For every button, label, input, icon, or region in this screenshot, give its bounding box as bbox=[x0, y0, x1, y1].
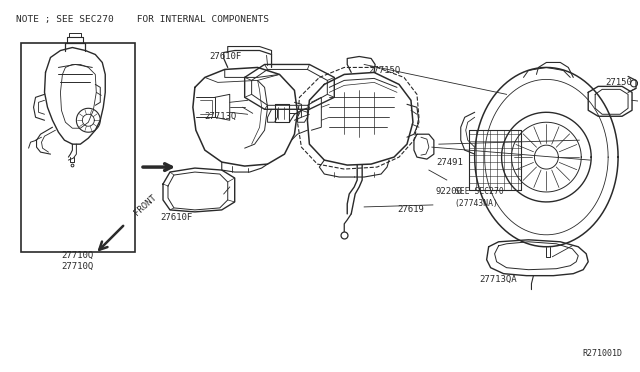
Text: 27619: 27619 bbox=[397, 205, 424, 214]
Text: 27150: 27150 bbox=[605, 78, 632, 87]
Text: 27491: 27491 bbox=[436, 158, 463, 167]
Text: 92200: 92200 bbox=[436, 187, 463, 196]
Text: 27713Q: 27713Q bbox=[204, 112, 237, 121]
Text: 27610F: 27610F bbox=[209, 52, 242, 61]
Text: 27713QA: 27713QA bbox=[480, 275, 517, 284]
Text: 27710Q: 27710Q bbox=[61, 251, 93, 260]
Bar bbox=[20, 42, 135, 252]
Text: (27743NA): (27743NA) bbox=[455, 199, 499, 208]
Text: SEE SEC270: SEE SEC270 bbox=[455, 187, 504, 196]
Text: 27710Q: 27710Q bbox=[61, 262, 93, 271]
Text: 27610F: 27610F bbox=[160, 214, 192, 222]
Text: R271001D: R271001D bbox=[582, 349, 622, 358]
Text: NOTE ; SEE SEC270    FOR INTERNAL COMPONENTS: NOTE ; SEE SEC270 FOR INTERNAL COMPONENT… bbox=[15, 15, 269, 24]
Text: FRONT: FRONT bbox=[132, 193, 158, 218]
Text: 27715Q: 27715Q bbox=[368, 66, 400, 75]
